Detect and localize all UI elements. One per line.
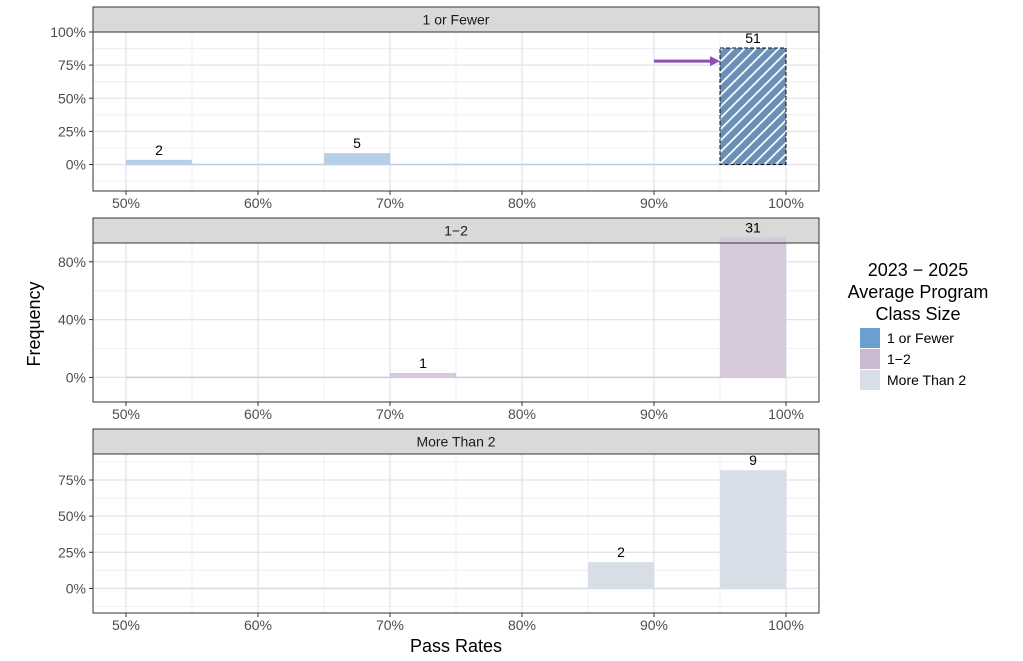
legend-label-1-2: 1−2 bbox=[887, 351, 911, 367]
x-tick-label: 90% bbox=[640, 406, 668, 422]
x-tick-label: 100% bbox=[768, 406, 804, 422]
x-tick-label: 50% bbox=[112, 406, 140, 422]
panel-border bbox=[92, 453, 820, 614]
facet-strip-label: 1 or Fewer bbox=[423, 12, 490, 28]
histogram-bar bbox=[126, 159, 192, 165]
y-tick-label: 80% bbox=[58, 254, 86, 270]
facet-strip bbox=[92, 6, 820, 33]
x-tick-label: 70% bbox=[376, 406, 404, 422]
x-tick-label: 70% bbox=[376, 617, 404, 633]
facet-panel: 1 or Fewer 2 5 51 0% 25% 50% 75% 100% 50% 60% 70% 80… bbox=[50, 6, 820, 211]
panel-border bbox=[92, 242, 820, 403]
y-tick-label: 0% bbox=[66, 369, 86, 385]
panel-border bbox=[92, 31, 820, 192]
legend-title-line-3: Class Size bbox=[875, 304, 960, 324]
y-tick-label: 25% bbox=[58, 544, 86, 560]
y-tick-label: 50% bbox=[58, 508, 86, 524]
x-tick-label: 100% bbox=[768, 617, 804, 633]
y-tick-label: 0% bbox=[66, 157, 86, 173]
histogram-bar bbox=[720, 470, 786, 589]
histogram-bar-highlighted bbox=[719, 47, 787, 165]
x-tick-label: 50% bbox=[112, 195, 140, 211]
annotation-arrow-head bbox=[710, 56, 720, 67]
x-tick-label: 90% bbox=[640, 195, 668, 211]
legend-label-more-than-2: More Than 2 bbox=[887, 372, 966, 388]
y-tick-label: 40% bbox=[58, 312, 86, 328]
legend: 2023 − 2025 Average Program Class Size 1… bbox=[848, 260, 989, 390]
x-tick-label: 60% bbox=[244, 406, 272, 422]
x-tick-label: 70% bbox=[376, 195, 404, 211]
y-tick-label: 0% bbox=[66, 580, 86, 596]
x-tick-label: 50% bbox=[112, 617, 140, 633]
bar-count-label: 9 bbox=[749, 452, 757, 468]
x-tick-label: 60% bbox=[244, 195, 272, 211]
y-tick-label: 75% bbox=[58, 472, 86, 488]
y-tick-label: 25% bbox=[58, 123, 86, 139]
x-tick-label: 80% bbox=[508, 406, 536, 422]
x-tick-label: 80% bbox=[508, 195, 536, 211]
facet-strip-label: More Than 2 bbox=[416, 434, 495, 450]
facet-strip bbox=[92, 217, 820, 244]
legend-label-1-or-fewer: 1 or Fewer bbox=[887, 330, 954, 346]
legend-title-line-1: 2023 − 2025 bbox=[868, 260, 969, 280]
bar-count-label: 5 bbox=[353, 135, 361, 151]
x-tick-label: 60% bbox=[244, 617, 272, 633]
y-tick-label: 50% bbox=[58, 90, 86, 106]
y-tick-label: 100% bbox=[50, 24, 86, 40]
histogram-bar bbox=[324, 153, 390, 165]
x-axis-title: Pass Rates bbox=[410, 636, 502, 656]
y-tick-label: 75% bbox=[58, 57, 86, 73]
bar-count-label: 31 bbox=[745, 219, 761, 235]
histogram-bar bbox=[720, 237, 786, 378]
x-tick-label: 90% bbox=[640, 617, 668, 633]
x-tick-label: 80% bbox=[508, 617, 536, 633]
x-tick-label: 100% bbox=[768, 195, 804, 211]
y-axis-title: Frequency bbox=[24, 281, 44, 366]
legend-title-line-2: Average Program bbox=[848, 282, 989, 302]
bar-count-label: 2 bbox=[155, 142, 163, 158]
legend-key-1-or-fewer bbox=[860, 328, 880, 348]
legend-key-1-2 bbox=[860, 349, 880, 369]
facet-strip bbox=[92, 428, 820, 455]
bar-count-label: 51 bbox=[745, 30, 761, 46]
facet-strip-label: 1−2 bbox=[444, 223, 468, 239]
bar-count-label: 2 bbox=[617, 544, 625, 560]
facet-panel: 1−2 1 31 0% 40% 80% 50% 60% 70% 80% 90% 100% bbox=[58, 217, 820, 422]
histogram-bar bbox=[588, 562, 654, 589]
bar-count-label: 1 bbox=[419, 355, 427, 371]
histogram-bar bbox=[390, 372, 456, 378]
legend-key-more-than-2 bbox=[860, 370, 880, 390]
